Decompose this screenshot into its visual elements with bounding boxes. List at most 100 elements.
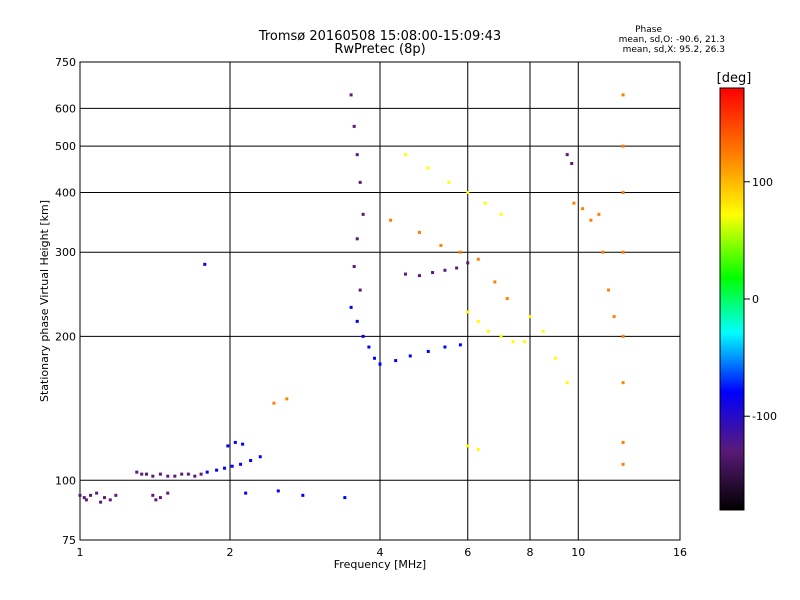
y-tick-label: 750: [55, 56, 76, 69]
y-tick-label: 400: [55, 186, 76, 199]
data-point: [565, 381, 569, 385]
data-point: [607, 288, 611, 292]
data-point: [565, 153, 569, 157]
data-point: [301, 493, 305, 497]
data-point: [466, 310, 470, 314]
data-point: [612, 315, 616, 319]
grid-lines: [80, 62, 680, 540]
data-point: [361, 334, 365, 338]
data-point: [581, 207, 585, 211]
data-point: [158, 472, 162, 476]
data-point: [403, 153, 407, 157]
data-point: [417, 230, 421, 234]
data-point: [621, 440, 625, 444]
colorbar-tick-label: 0: [752, 293, 759, 306]
data-point: [367, 345, 371, 349]
data-point: [151, 474, 155, 478]
data-point: [241, 442, 245, 446]
y-tick-label: 500: [55, 140, 76, 153]
data-point: [439, 243, 443, 247]
data-point: [140, 472, 144, 476]
data-point: [443, 268, 447, 272]
data-point: [394, 359, 398, 363]
x-tick-label: 2: [227, 546, 234, 559]
chart-subtitle: RwPretec (8p): [334, 42, 425, 57]
colorbar-tick-label: -100: [752, 410, 777, 423]
data-point: [203, 262, 207, 266]
colorbar-label: [deg]: [717, 71, 752, 86]
data-point: [205, 470, 209, 474]
x-tick-label: 1: [77, 546, 84, 559]
data-point: [199, 472, 203, 476]
data-point: [173, 474, 177, 478]
data-point: [154, 498, 158, 502]
x-tick-label: 4: [377, 546, 384, 559]
data-point: [166, 491, 170, 495]
data-point: [426, 166, 430, 170]
data-points: [78, 93, 625, 504]
data-point: [431, 271, 435, 275]
data-point: [114, 493, 118, 497]
data-point: [355, 237, 359, 241]
data-point: [389, 218, 393, 222]
data-point: [621, 93, 625, 97]
data-point: [511, 340, 515, 344]
data-point: [285, 397, 289, 401]
data-point: [486, 329, 490, 333]
data-point: [570, 161, 574, 165]
data-point: [355, 153, 359, 157]
data-point: [528, 315, 532, 319]
data-point: [589, 218, 593, 222]
data-point: [108, 498, 112, 502]
y-tick-label: 600: [55, 102, 76, 115]
data-point: [343, 496, 347, 500]
data-point: [272, 401, 276, 405]
x-axis-ticks: 1 2 4 6 8 10 16: [77, 546, 688, 559]
data-point: [621, 190, 625, 194]
data-point: [239, 462, 243, 466]
y-axis-label: Stationary phase Virtual Height [km]: [38, 200, 51, 402]
chart-title: Tromsø 20160508 15:08:00-15:09:43: [258, 29, 501, 44]
data-point: [352, 124, 356, 128]
x-tick-label: 10: [571, 546, 585, 559]
y-axis-ticks: 75 100 200 300 400 500 600 750: [55, 56, 76, 547]
y-tick-label: 75: [62, 534, 76, 547]
data-point: [373, 356, 377, 360]
x-tick-label: 8: [527, 546, 534, 559]
y-tick-label: 100: [55, 474, 76, 487]
data-point: [493, 280, 497, 284]
data-point: [352, 265, 356, 269]
x-axis-label: Frequency [MHz]: [334, 558, 426, 571]
data-point: [499, 334, 503, 338]
data-point: [601, 250, 605, 254]
data-point: [89, 493, 93, 497]
data-point: [355, 319, 359, 323]
data-point: [233, 440, 237, 444]
data-point: [135, 470, 139, 474]
data-point: [249, 458, 253, 462]
data-point: [466, 261, 470, 265]
data-point: [95, 491, 99, 495]
x-tick-label: 6: [464, 546, 471, 559]
data-point: [597, 212, 601, 216]
data-point: [276, 489, 280, 493]
data-point: [215, 468, 219, 472]
data-point: [553, 356, 557, 360]
data-point: [466, 444, 470, 448]
data-point: [621, 144, 625, 148]
data-point: [458, 343, 462, 347]
data-point: [447, 180, 451, 184]
data-point: [378, 362, 382, 366]
data-point: [483, 201, 487, 205]
data-point: [403, 272, 407, 276]
data-point: [505, 297, 509, 301]
data-point: [476, 447, 480, 451]
stats-x-mode: mean, sd,X: 95.2, 26.3: [623, 45, 725, 55]
x-tick-label: 16: [673, 546, 687, 559]
data-point: [180, 472, 184, 476]
data-point: [223, 466, 227, 470]
y-tick-label: 300: [55, 246, 76, 259]
data-point: [621, 381, 625, 385]
data-point: [458, 250, 462, 254]
